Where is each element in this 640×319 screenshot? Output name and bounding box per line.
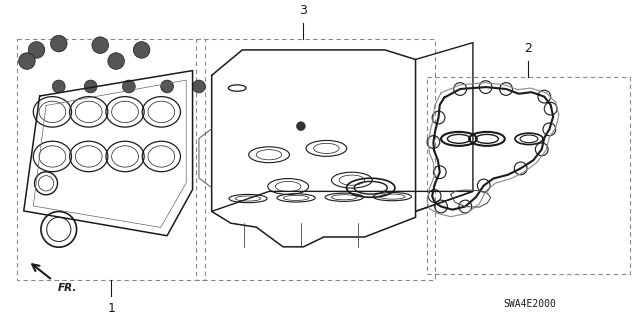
Circle shape (52, 80, 65, 93)
Circle shape (296, 122, 305, 130)
Circle shape (19, 53, 35, 69)
Circle shape (122, 80, 135, 93)
Text: SWA4E2000: SWA4E2000 (504, 299, 557, 309)
Text: FR.: FR. (58, 283, 77, 293)
Text: 3: 3 (300, 4, 307, 17)
Text: 2: 2 (524, 42, 532, 55)
Circle shape (133, 42, 150, 58)
Bar (427, 77, 630, 274)
Circle shape (193, 80, 205, 93)
Circle shape (92, 37, 108, 54)
Text: 1: 1 (108, 302, 115, 315)
Circle shape (84, 80, 97, 93)
Circle shape (161, 80, 173, 93)
Bar (17, 39, 205, 280)
Circle shape (51, 35, 67, 52)
Bar (196, 39, 435, 280)
Circle shape (28, 42, 45, 58)
Circle shape (108, 53, 124, 69)
